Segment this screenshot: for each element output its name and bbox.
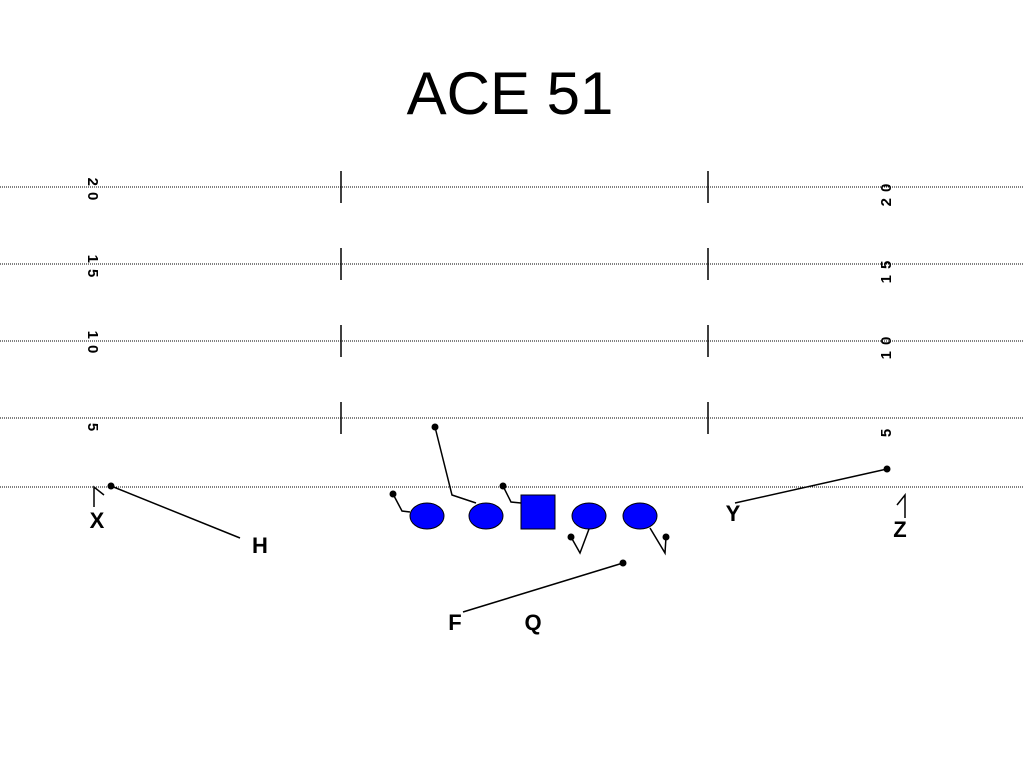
yard-number: 15: [878, 255, 895, 284]
route-end: [883, 465, 891, 473]
route-end: [567, 533, 575, 541]
h-route: [110, 485, 241, 539]
field-lines: [0, 186, 1024, 488]
player-label: X: [90, 508, 105, 533]
yard-number: 5: [878, 423, 895, 437]
block-route: [434, 426, 477, 504]
skill-routes: [93, 465, 906, 613]
y-route: [734, 468, 888, 504]
route-end: [619, 559, 627, 567]
lineman: [571, 502, 607, 530]
player-label: H: [252, 533, 268, 558]
lineman: [622, 502, 658, 530]
route-end: [389, 490, 397, 498]
block-route: [392, 493, 411, 513]
x-route: [93, 485, 105, 507]
lineman: [468, 502, 504, 530]
block-route: [649, 527, 667, 556]
route-end: [499, 482, 507, 490]
yard-number: 20: [878, 178, 895, 207]
lineman: [409, 502, 445, 530]
yard-number: 10: [878, 331, 895, 360]
f-route: [462, 562, 624, 613]
block-route: [570, 528, 590, 555]
center: [520, 494, 556, 530]
player-label: Z: [893, 517, 906, 542]
yard-number: 20: [84, 178, 101, 207]
route-end: [662, 533, 670, 541]
player-label: Y: [726, 501, 741, 526]
hash-marks: [340, 171, 709, 434]
z-route: [896, 492, 906, 518]
route-end: [107, 482, 115, 490]
offensive-line: [389, 423, 670, 556]
yard-number: 5: [84, 423, 101, 437]
play-title: ACE 51: [407, 60, 614, 127]
block-route: [502, 485, 522, 504]
player-label: F: [448, 610, 461, 635]
player-label: Q: [524, 610, 541, 635]
route-end: [431, 423, 439, 431]
yard-number: 15: [84, 255, 101, 284]
yard-number: 10: [84, 331, 101, 360]
